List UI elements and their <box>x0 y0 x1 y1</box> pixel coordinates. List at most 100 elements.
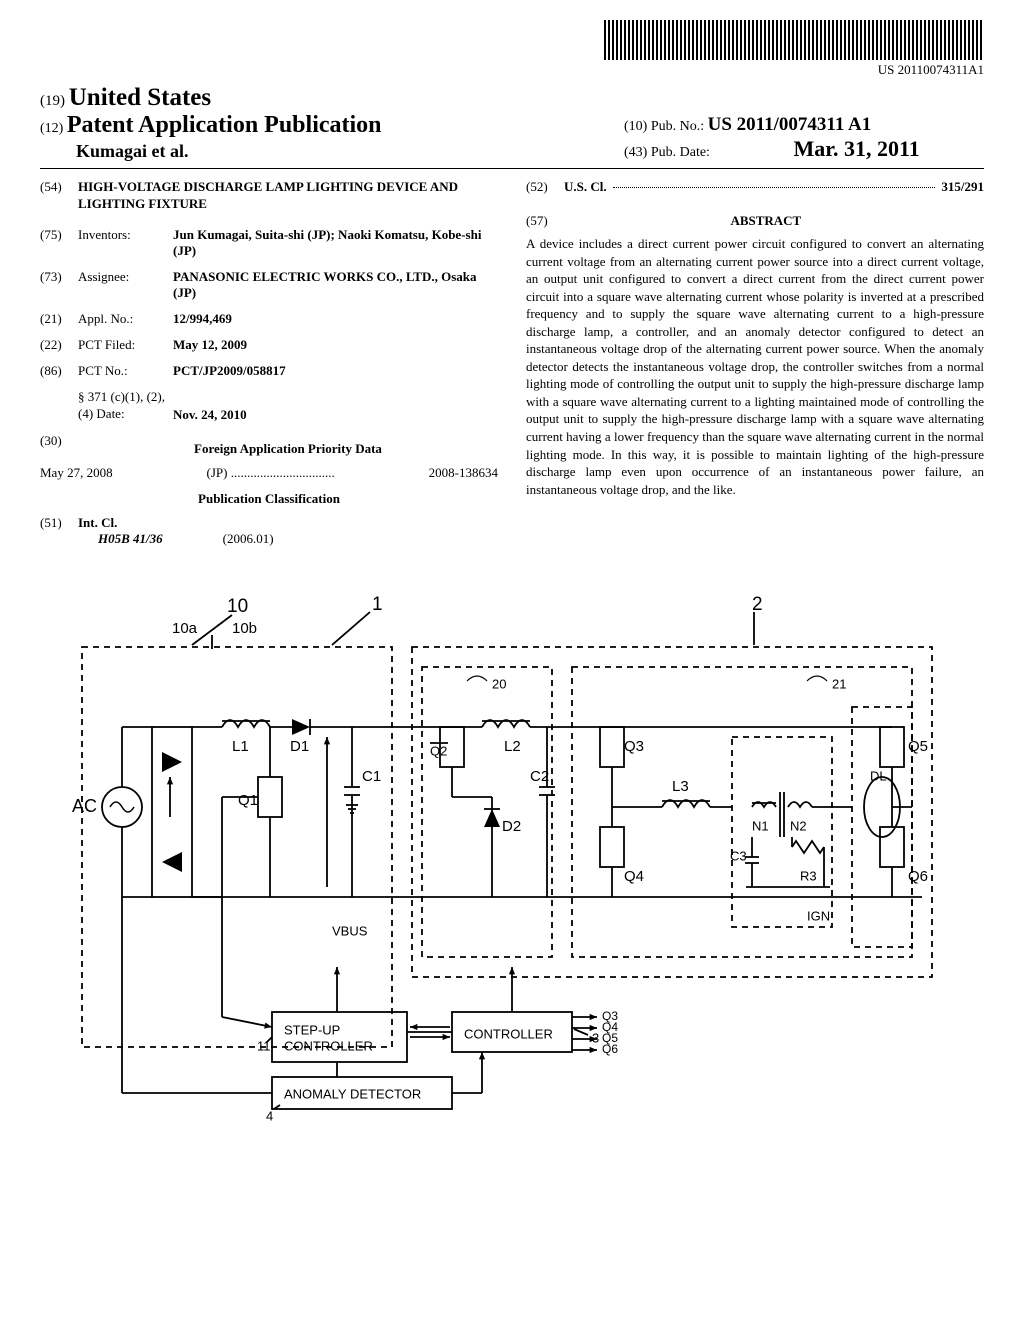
pubno-line: (10) Pub. No.: US 2011/0074311 A1 <box>624 114 984 136</box>
country-name: United States <box>69 84 211 111</box>
svg-text:2: 2 <box>752 594 763 615</box>
abstract-heading-text: ABSTRACT <box>730 213 801 228</box>
uscl-val: 315/291 <box>941 179 984 195</box>
pctfiled-num: (22) <box>40 337 78 353</box>
assignee-label: Assignee: <box>78 269 173 301</box>
svg-text:10a: 10a <box>172 620 198 637</box>
svg-text:Q4: Q4 <box>624 868 644 885</box>
svg-text:4: 4 <box>266 1108 273 1123</box>
pctfiled-label: PCT Filed: <box>78 337 173 353</box>
right-column: (52) U.S. Cl. 315/291 (57) ABSTRACT A de… <box>526 179 984 547</box>
applno-field: (21) Appl. No.: 12/994,469 <box>40 311 498 327</box>
svg-text:Q6: Q6 <box>602 1042 618 1056</box>
inventors-num: (75) <box>40 227 78 259</box>
uscl-row: (52) U.S. Cl. 315/291 <box>526 179 984 195</box>
date-label: Pub. Date: <box>651 145 710 160</box>
inventors-val: Jun Kumagai, Suita-shi (JP); Naoki Komat… <box>173 227 498 259</box>
title-num: (54) <box>40 179 78 213</box>
svg-text:Q3: Q3 <box>624 738 644 755</box>
priority-app: 2008-138634 <box>429 465 498 481</box>
date-num: (43) <box>624 145 647 160</box>
priority-heading: Foreign Application Priority Data <box>78 441 498 457</box>
svg-text:Q2: Q2 <box>430 743 447 758</box>
svg-text:L3: L3 <box>672 778 689 795</box>
uscl-dots <box>613 187 936 188</box>
classif-heading: Publication Classification <box>40 491 498 507</box>
svg-text:C3: C3 <box>730 848 747 863</box>
priority-heading-row: (30) Foreign Application Priority Data <box>40 433 498 465</box>
svg-text:CONTROLLER: CONTROLLER <box>284 1038 373 1053</box>
pubdate-line: (43) Pub. Date: Mar. 31, 2011 <box>624 136 984 162</box>
pub-type-line: (12) Patent Application Publication <box>40 112 382 139</box>
pctno-label: PCT No.: <box>78 363 173 379</box>
svg-text:Q6: Q6 <box>908 868 928 885</box>
svg-text:10b: 10b <box>232 620 257 637</box>
body-columns: (54) HIGH-VOLTAGE DISCHARGE LAMP LIGHTIN… <box>40 179 984 547</box>
left-column: (54) HIGH-VOLTAGE DISCHARGE LAMP LIGHTIN… <box>40 179 498 547</box>
circuit-diagram: 1010a10b122021ACL1D1Q1C1VBUSQ2L2D2C2Q3Q4… <box>40 577 984 1141</box>
svg-text:ANOMALY DETECTOR: ANOMALY DETECTOR <box>284 1086 421 1101</box>
svg-text:C1: C1 <box>362 768 381 785</box>
assignee-val: PANASONIC ELECTRIC WORKS CO., LTD., Osak… <box>173 269 498 301</box>
applno-num: (21) <box>40 311 78 327</box>
pubno-num: (10) <box>624 119 647 134</box>
svg-text:VBUS: VBUS <box>332 923 368 938</box>
abstract-body: A device includes a direct current power… <box>526 235 984 498</box>
pctfiled-val: May 12, 2009 <box>173 337 498 353</box>
country-num: (19) <box>40 93 65 109</box>
page-header: US 20110074311A1 (19) United States (12)… <box>40 20 984 169</box>
barcode-number: US 20110074311A1 <box>40 62 984 78</box>
uscl-num: (52) <box>526 179 564 195</box>
svg-text:L2: L2 <box>504 738 521 755</box>
barcode-row <box>40 20 984 60</box>
svg-text:IGN: IGN <box>807 908 830 923</box>
country-line: (19) United States <box>40 84 382 112</box>
inventors-field: (75) Inventors: Jun Kumagai, Suita-shi (… <box>40 227 498 259</box>
s371-field: § 371 (c)(1), (2), (4) Date: Nov. 24, 20… <box>40 389 498 423</box>
pctfiled-field: (22) PCT Filed: May 12, 2009 <box>40 337 498 353</box>
priority-data: May 27, 2008 (JP) ......................… <box>40 465 498 481</box>
applno-label: Appl. No.: <box>78 311 173 327</box>
assignee-field: (73) Assignee: PANASONIC ELECTRIC WORKS … <box>40 269 498 301</box>
priority-num: (30) <box>40 433 78 465</box>
inventors-label: Inventors: <box>78 227 173 259</box>
svg-text:1: 1 <box>372 594 383 615</box>
pctno-field: (86) PCT No.: PCT/JP2009/058817 <box>40 363 498 379</box>
svg-text:D2: D2 <box>502 818 521 835</box>
svg-text:DL: DL <box>870 768 887 783</box>
svg-text:21: 21 <box>832 676 846 691</box>
s371-val: Nov. 24, 2010 <box>173 407 498 423</box>
svg-text:D1: D1 <box>290 738 309 755</box>
header-left: (19) United States (12) Patent Applicati… <box>40 84 382 162</box>
svg-text:N1: N1 <box>752 818 769 833</box>
circuit-svg: 1010a10b122021ACL1D1Q1C1VBUSQ2L2D2C2Q3Q4… <box>52 577 972 1137</box>
svg-text:STEP-UP: STEP-UP <box>284 1022 340 1037</box>
svg-text:CONTROLLER: CONTROLLER <box>464 1026 553 1041</box>
intcl-code-row: H05B 41/36 (2006.01) <box>40 531 498 547</box>
uscl-label: U.S. Cl. <box>564 179 607 195</box>
intcl-year: (2006.01) <box>223 531 274 547</box>
svg-text:Q5: Q5 <box>908 738 928 755</box>
header-main: (19) United States (12) Patent Applicati… <box>40 84 984 169</box>
svg-text:Q1: Q1 <box>238 792 258 809</box>
abstract-num: (57) <box>526 213 548 229</box>
priority-date: May 27, 2008 <box>40 465 113 481</box>
s371-blank <box>40 389 78 423</box>
svg-text:L1: L1 <box>232 738 249 755</box>
svg-text:10: 10 <box>227 596 248 617</box>
s371-label: § 371 (c)(1), (2), (4) Date: <box>78 389 173 423</box>
pubno-label: Pub. No.: <box>651 119 704 134</box>
intcl-code: H05B 41/36 <box>98 531 163 547</box>
pub-type: Patent Application Publication <box>67 112 382 138</box>
pub-num: (12) <box>40 121 63 136</box>
svg-text:N2: N2 <box>790 818 807 833</box>
svg-text:R3: R3 <box>800 868 817 883</box>
svg-text:20: 20 <box>492 676 506 691</box>
intcl-label: Int. Cl. <box>78 515 117 531</box>
applno-val: 12/994,469 <box>173 311 498 327</box>
title-field: (54) HIGH-VOLTAGE DISCHARGE LAMP LIGHTIN… <box>40 179 498 213</box>
date-val: Mar. 31, 2011 <box>793 136 919 161</box>
priority-cc: (JP) ................................ <box>113 465 429 481</box>
intcl-row: (51) Int. Cl. <box>40 515 498 531</box>
assignee-num: (73) <box>40 269 78 301</box>
